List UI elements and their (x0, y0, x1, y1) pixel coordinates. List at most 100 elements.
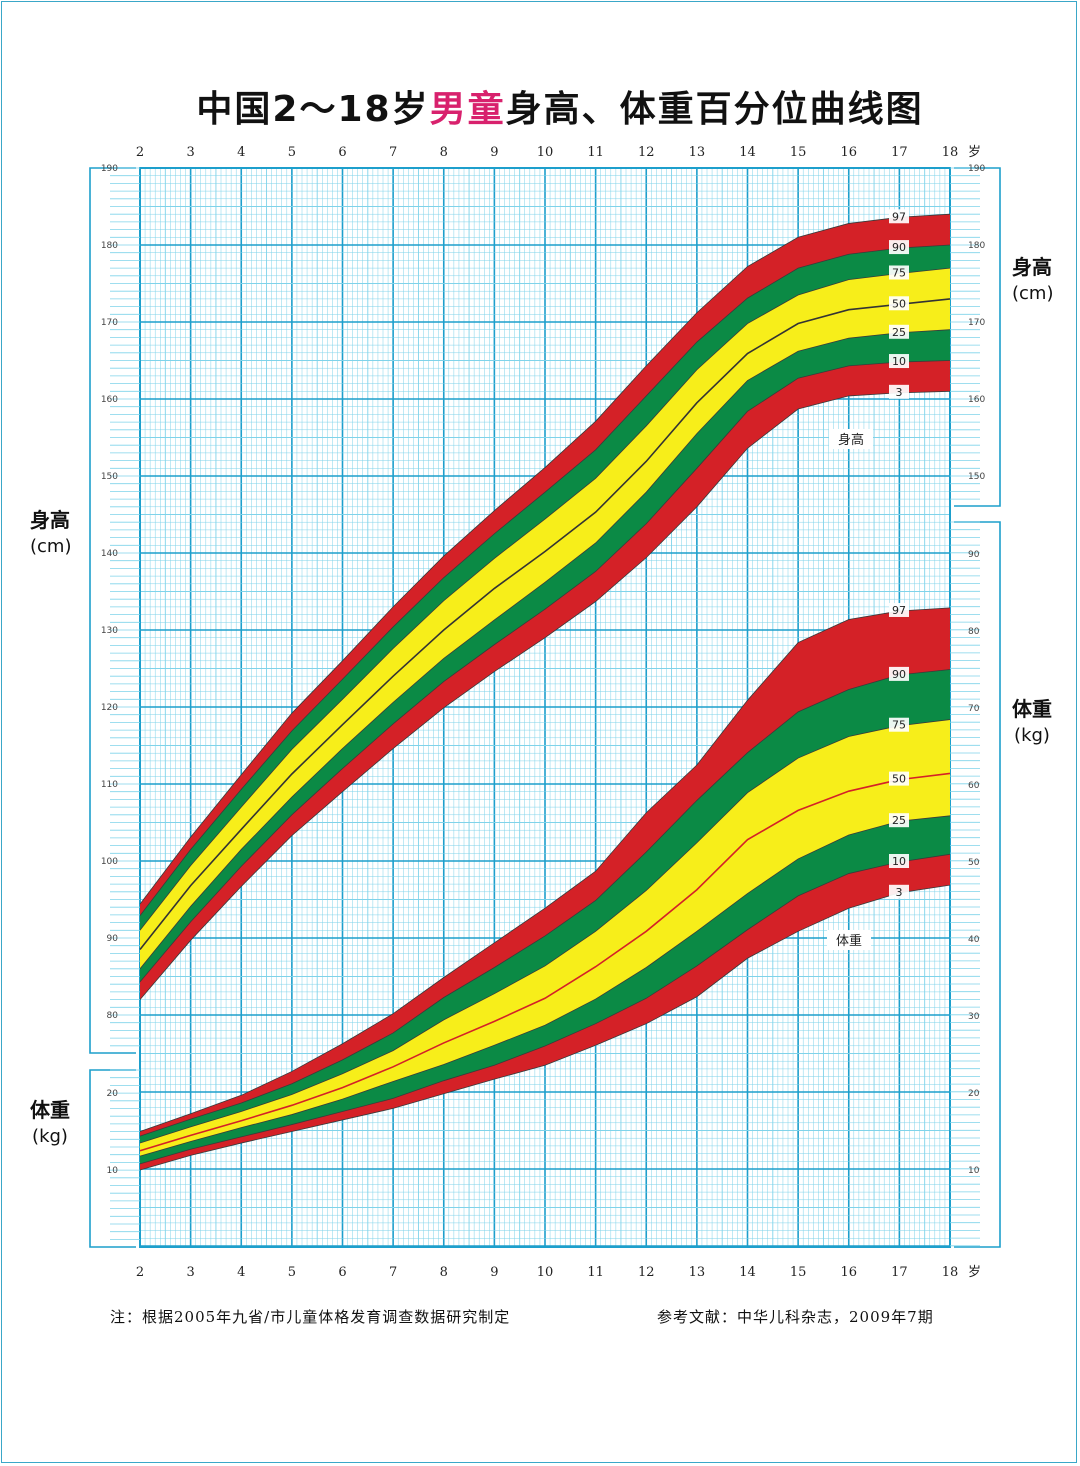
weight-right-tick-label: 60 (968, 781, 980, 791)
height-left-tick-label: 140 (101, 549, 118, 559)
height-right-tick-label: 180 (968, 241, 985, 251)
height-line-p10 (139, 360, 951, 983)
age-top-tick-label: 8 (440, 145, 448, 160)
weight-line-p97 (139, 607, 951, 1132)
age-bottom-tick-label: 11 (587, 1265, 604, 1280)
weight-curve-title-bg (827, 930, 871, 950)
age-top-tick-label: 2 (136, 145, 144, 160)
height-right-tick-label: 190 (968, 164, 985, 174)
height-percentile-label: 50 (892, 297, 906, 310)
weight-percentile-label-bg (889, 717, 909, 732)
weight-right-tick-label: 20 (968, 1089, 980, 1099)
height-line-p97 (139, 213, 951, 905)
weight-band-75-90 (140, 669, 950, 1144)
age-bottom-tick-label: 13 (689, 1265, 706, 1280)
weight-band-90-97 (140, 607, 950, 1137)
height-percentile-label-bg (889, 354, 909, 369)
height-right-tick-label: 150 (968, 472, 985, 482)
height-percentile-label: 75 (892, 266, 906, 279)
age-bottom-tick-label: 6 (338, 1265, 346, 1280)
height-left-tick-label: 90 (107, 934, 119, 944)
weight-percentile-label-bg (889, 854, 909, 868)
weight-line-p75 (139, 719, 951, 1144)
age-top-tick-label: 18 (942, 145, 959, 160)
weight-line-p10 (139, 853, 951, 1165)
age-top-tick-label: 13 (689, 145, 706, 160)
title-highlight: 男童 (429, 89, 506, 130)
age-top-tick-label: 16 (840, 145, 857, 160)
height-left-tick-label: 150 (101, 472, 118, 482)
right-height-char: 身高 (1012, 255, 1052, 279)
height-line-p50 (139, 298, 951, 951)
weight-band-50-75 (140, 719, 950, 1151)
age-top-tick-label: 11 (587, 145, 604, 160)
weight-band-10-25 (140, 815, 950, 1164)
title-part1: 中国2～18岁 (196, 89, 430, 130)
age-unit-bottom: 岁 (968, 1265, 981, 1280)
age-bottom-tick-label: 18 (942, 1265, 959, 1280)
age-top-tick-label: 7 (389, 145, 397, 160)
height-left-tick-label: 120 (101, 703, 118, 713)
height-left-tick-label: 130 (101, 626, 118, 636)
weight-percentile-label-bg (889, 813, 909, 828)
weight-right-tick-label: 90 (968, 550, 980, 560)
left-height-char: 身高 (30, 508, 70, 532)
weight-percentile-label: 3 (896, 886, 903, 899)
age-bottom-tick-label: 17 (891, 1265, 908, 1280)
weight-percentile-label: 10 (892, 855, 906, 868)
weight-percentile-label: 75 (892, 719, 906, 732)
height-line-p90 (139, 244, 951, 916)
age-bottom-tick-label: 7 (389, 1265, 397, 1280)
weight-line-p3 (139, 884, 951, 1171)
height-percentile-label: 3 (896, 386, 903, 399)
title-part2: 身高、体重百分位曲线图 (505, 89, 924, 130)
weight-percentile-label: 50 (892, 773, 906, 786)
height-left-tick-label: 110 (101, 780, 118, 790)
weight-percentile-bands (139, 607, 951, 1171)
height-left-tick-label: 170 (101, 318, 118, 328)
height-left-tick-label: 80 (107, 1011, 119, 1021)
height-percentile-label: 25 (892, 326, 906, 339)
height-left-tick-label: 180 (101, 241, 118, 251)
weight-percentile-label-bg (889, 602, 909, 617)
age-bottom-tick-label: 14 (739, 1265, 756, 1280)
weight-percentile-label: 25 (892, 814, 906, 827)
weight-left-tick-label: 10 (107, 1166, 119, 1176)
height-percentile-label-bg (889, 324, 909, 339)
height-percentile-label-bg (889, 384, 909, 399)
height-left-tick-label: 100 (101, 857, 118, 867)
age-bottom-tick-label: 15 (790, 1265, 807, 1280)
age-top-tick-label: 12 (638, 145, 655, 160)
right-weight-unit: kg (1021, 725, 1043, 746)
weight-line-p50 (139, 772, 951, 1152)
weight-percentile-label-bg (889, 771, 909, 786)
weight-percentile-label-bg (889, 666, 909, 681)
age-top-tick-label: 3 (186, 145, 194, 160)
right-height-unit: cm (1019, 283, 1047, 304)
height-percentile-label-bg (889, 265, 909, 280)
height-percentile-label: 10 (892, 355, 906, 368)
weight-curve-title: 体重 (836, 933, 862, 949)
height-percentile-label-bg (889, 240, 909, 255)
height-right-tick-label: 170 (968, 318, 985, 328)
weight-right-tick-label: 70 (968, 704, 980, 714)
age-bottom-tick-label: 4 (237, 1265, 245, 1280)
right-weight-axis-label: 体重 (kg) (1012, 697, 1052, 746)
age-top-tick-label: 9 (490, 145, 498, 160)
weight-band-25-50 (140, 773, 950, 1157)
age-bottom-tick-label: 9 (490, 1265, 498, 1280)
height-line-p25 (139, 329, 951, 970)
age-top-tick-label: 17 (891, 145, 908, 160)
right-weight-char: 体重 (1012, 697, 1052, 721)
weight-right-tick-label: 10 (968, 1166, 980, 1176)
age-bottom-tick-label: 8 (440, 1265, 448, 1280)
height-line-p3 (139, 390, 951, 1000)
left-height-unit: cm (37, 536, 65, 557)
age-bottom-tick-label: 12 (638, 1265, 655, 1280)
weight-line-p90 (139, 669, 951, 1137)
weight-left-tick-label: 20 (107, 1089, 119, 1099)
weight-band-3-10 (140, 854, 950, 1170)
left-height-scale-bracket (89, 167, 136, 1054)
age-top-tick-label: 10 (537, 145, 554, 160)
